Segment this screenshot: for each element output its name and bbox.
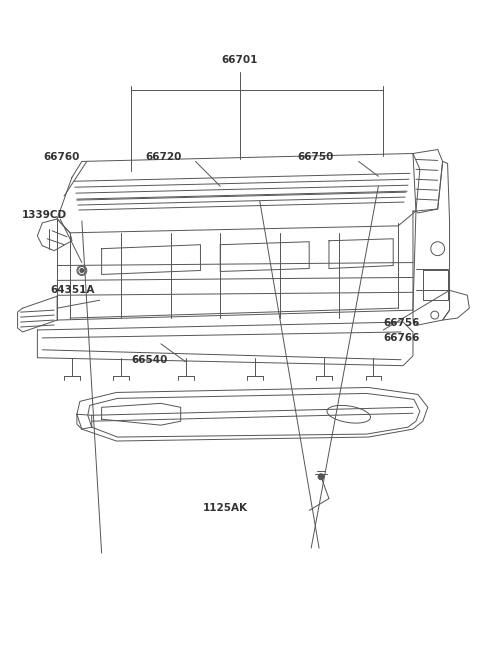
- Text: 66540: 66540: [131, 355, 168, 365]
- Text: 64351A: 64351A: [50, 286, 95, 295]
- Text: 66701: 66701: [222, 55, 258, 66]
- Circle shape: [80, 269, 84, 272]
- Text: 66720: 66720: [145, 153, 181, 162]
- Text: 66760: 66760: [43, 153, 80, 162]
- Circle shape: [80, 269, 84, 272]
- Text: 66750: 66750: [297, 153, 334, 162]
- Text: 66766: 66766: [384, 333, 420, 343]
- Circle shape: [318, 474, 324, 479]
- Text: 1339CD: 1339CD: [22, 210, 67, 220]
- Text: 66756: 66756: [384, 318, 420, 328]
- Text: 1125AK: 1125AK: [203, 504, 248, 514]
